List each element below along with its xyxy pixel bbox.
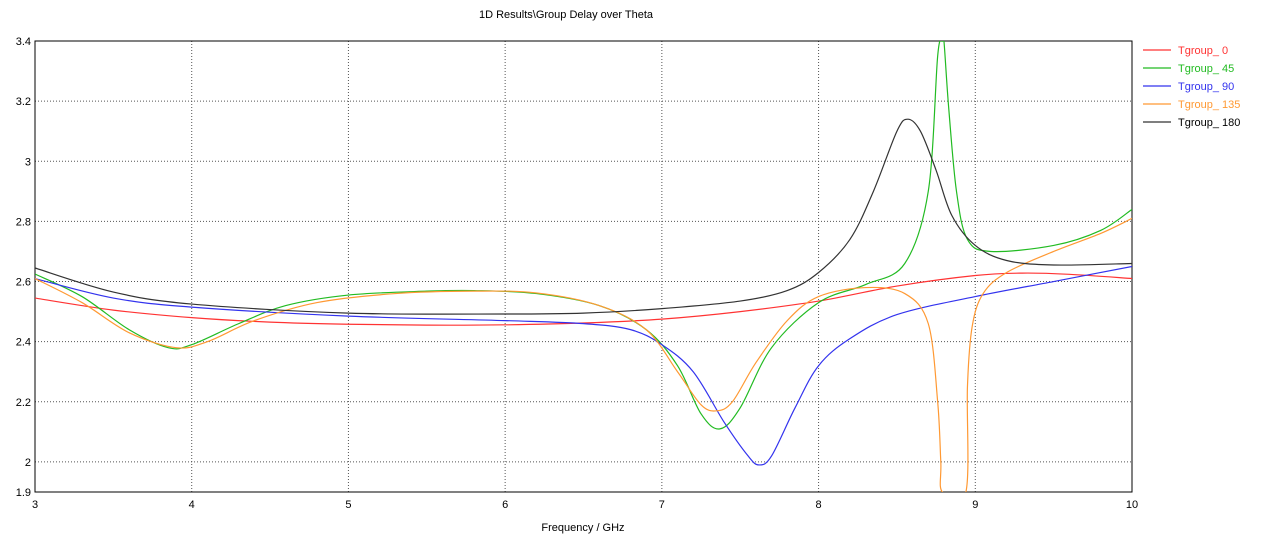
grid: [35, 41, 1132, 492]
x-tick-label: 10: [1126, 499, 1138, 511]
legend-item-label[interactable]: Tgroup_ 135: [1178, 99, 1240, 111]
y-tick-label: 2: [25, 457, 31, 469]
x-axis-label: Frequency / GHz: [541, 522, 624, 534]
legend[interactable]: Tgroup_ 0 Tgroup_ 45 Tgroup_ 90 Tgroup_ 135…: [1143, 45, 1240, 129]
legend-item-label[interactable]: Tgroup_ 0: [1178, 45, 1228, 57]
series-line-3: [35, 217, 1132, 492]
chart-title: 1D Results\Group Delay over Theta: [479, 9, 654, 21]
x-tick-label: 6: [502, 499, 508, 511]
y-tick-label: 3.2: [16, 96, 31, 108]
x-tick-label: 9: [972, 499, 978, 511]
legend-item-label[interactable]: Tgroup_ 90: [1178, 81, 1234, 93]
x-tick-label: 8: [816, 499, 822, 511]
legend-item-label[interactable]: Tgroup_ 180: [1178, 117, 1240, 129]
x-tick-label: 3: [32, 499, 38, 511]
axis-ticks: 3 4 5 6 7 8 9 10 1.9 2 2.2 2.4 2.6 2.8 3 3.2 3.4: [16, 36, 1138, 511]
series-line-4: [35, 118, 1132, 315]
series-line-1: [35, 41, 1132, 430]
y-tick-label: 3: [25, 156, 31, 168]
series-lines: [35, 41, 1132, 492]
x-tick-label: 7: [659, 499, 665, 511]
y-tick-label: 2.4: [16, 337, 31, 349]
y-tick-label: 1.9: [16, 487, 31, 499]
y-tick-label: 2.2: [16, 397, 31, 409]
y-tick-label: 3.4: [16, 36, 31, 48]
series-line-0: [35, 272, 1132, 326]
y-tick-label: 2.8: [16, 216, 31, 228]
legend-item-label[interactable]: Tgroup_ 45: [1178, 63, 1234, 75]
y-tick-label: 2.6: [16, 277, 31, 289]
x-tick-label: 4: [189, 499, 195, 511]
series-line-2: [35, 265, 1132, 466]
x-tick-label: 5: [345, 499, 351, 511]
